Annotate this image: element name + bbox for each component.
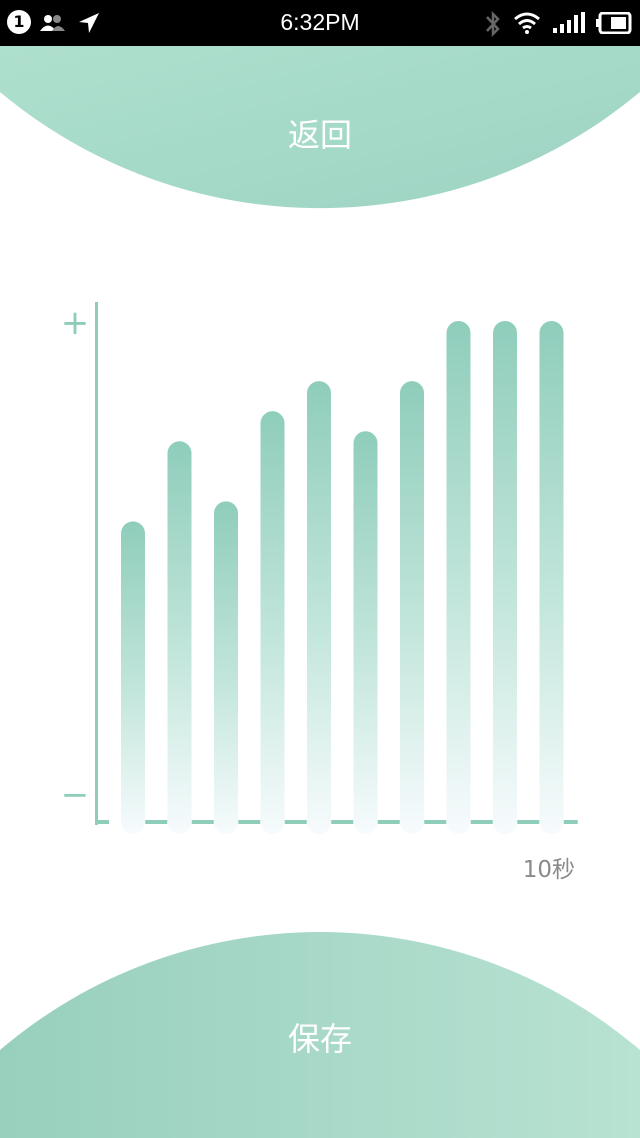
- save-button-shape[interactable]: [0, 932, 640, 1138]
- bar-4: [260, 411, 285, 834]
- bluetooth-icon: [486, 11, 500, 37]
- bar-chart: +−: [61, 302, 578, 834]
- contacts-icon: [40, 15, 65, 31]
- bar-9: [493, 321, 517, 834]
- bar-6: [353, 431, 378, 834]
- bar-8: [446, 321, 471, 834]
- x-axis-dash: [238, 820, 261, 824]
- back-button[interactable]: 返回: [287, 116, 352, 154]
- bar-5: [307, 381, 331, 834]
- status-bar: 1 6:32PM: [0, 0, 640, 46]
- battery-icon: [596, 12, 632, 34]
- x-axis-dash: [470, 820, 493, 824]
- y-min-label: −: [61, 775, 90, 815]
- x-axis-dash: [331, 820, 354, 824]
- notification-badge: 1: [7, 10, 31, 34]
- x-axis-dash: [563, 820, 578, 824]
- x-axis-dash: [284, 820, 307, 824]
- signal-icon: [553, 12, 585, 33]
- x-axis-label: 10秒: [522, 857, 575, 883]
- x-axis-dash: [424, 820, 447, 824]
- back-button-shape[interactable]: [0, 46, 640, 209]
- y-max-label: +: [61, 303, 90, 343]
- x-axis-dash: [145, 820, 168, 824]
- x-axis-dash: [517, 820, 540, 824]
- y-axis-line: [95, 302, 98, 825]
- bar-1: [121, 521, 145, 834]
- x-axis-dash: [95, 820, 109, 824]
- bar-7: [400, 381, 424, 834]
- wifi-icon: [514, 12, 540, 34]
- bar-3: [214, 501, 238, 834]
- save-button[interactable]: 保存: [287, 1020, 352, 1058]
- location-arrow-icon: [79, 13, 99, 33]
- bar-2: [167, 441, 192, 834]
- bar-10: [539, 321, 564, 834]
- status-time: 6:32PM: [280, 9, 360, 35]
- x-axis-dash: [191, 820, 214, 824]
- x-axis-dash: [377, 820, 400, 824]
